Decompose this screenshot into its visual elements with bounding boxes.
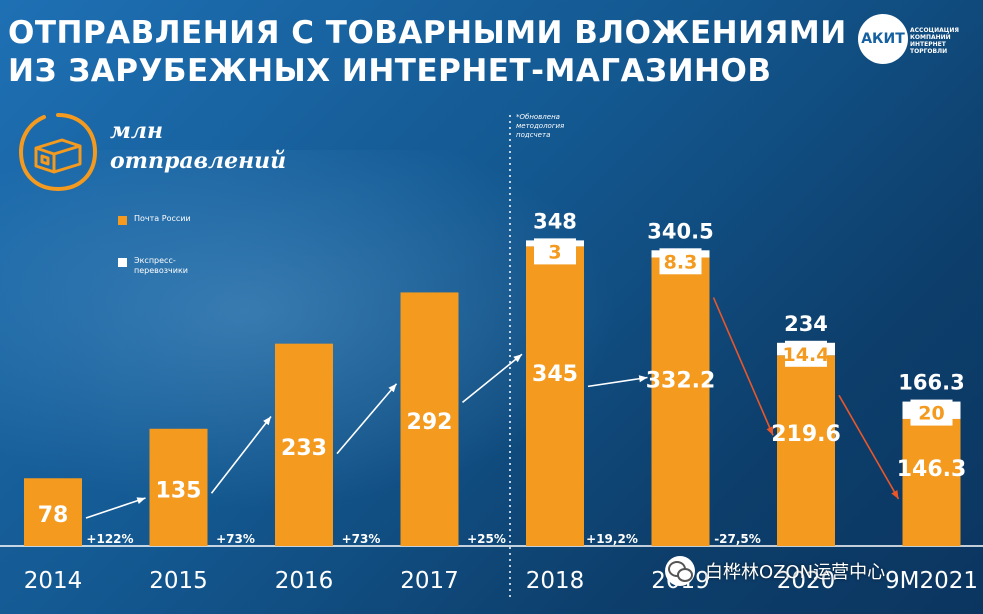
trend-arrow-line xyxy=(587,376,648,388)
unit-label-line-1: млн xyxy=(110,118,164,144)
growth-rate-label: +122% xyxy=(86,532,133,546)
pochta-value-label: 219.6 xyxy=(771,422,841,447)
total-value-label: 340.5 xyxy=(647,219,713,243)
bar-pochta xyxy=(400,292,459,546)
bar-pochta xyxy=(526,246,584,547)
express-label-plate xyxy=(910,399,953,426)
bar-pochta xyxy=(149,428,208,546)
watermark-text: 白桦林OZON运营中心 xyxy=(705,562,886,583)
trend-arrow-line xyxy=(85,497,146,519)
trend-arrow-head xyxy=(513,354,522,363)
growth-rate-label: -27,5% xyxy=(714,532,761,546)
pochta-value-label: 292 xyxy=(407,410,453,435)
growth-rate-label: +25% xyxy=(467,532,506,546)
legend-label-express: Экспресс-перевозчики xyxy=(134,256,188,275)
x-tick-label: 2018 xyxy=(526,568,585,594)
pochta-value-label: 78 xyxy=(38,503,69,528)
trend-arrow-line xyxy=(336,383,398,455)
x-tick-label: 2017 xyxy=(400,568,459,594)
legend-swatch-express xyxy=(118,258,127,267)
trend-arrow-line xyxy=(712,297,774,436)
unit-label-line-2: отправлений xyxy=(110,148,287,174)
x-tick-label: 2015 xyxy=(149,568,208,594)
unit-label: млн отправлений xyxy=(110,116,286,176)
growth-rate-label: +19,2% xyxy=(586,532,638,546)
trend-arrow-head xyxy=(638,375,648,383)
trend-arrow-head xyxy=(388,383,397,393)
total-value-label: 348 xyxy=(533,209,577,233)
total-value-label: 234 xyxy=(784,312,828,336)
pochta-value-label: 332.2 xyxy=(646,368,716,393)
trend-arrow-line xyxy=(838,394,900,500)
bar-pochta xyxy=(777,355,835,546)
logo-text: АССОЦИАЦИЯ КОМПАНИЙ ИНТЕРНЕТ ТОРГОВЛИ xyxy=(910,27,959,55)
title-line-1: ОТПРАВЛЕНИЯ С ТОВАРНЫМИ ВЛОЖЕНИЯМИ xyxy=(8,15,847,51)
x-tick-label: 2016 xyxy=(275,568,334,594)
trend-arrow-line xyxy=(461,353,523,404)
page-title: ОТПРАВЛЕНИЯ С ТОВАРНЫМИ ВЛОЖЕНИЯМИ ИЗ ЗА… xyxy=(8,14,847,90)
title-line-2: ИЗ ЗАРУБЕЖНЫХ ИНТЕРНЕТ-МАГАЗИНОВ xyxy=(8,53,772,89)
express-label-plate xyxy=(534,238,576,265)
express-label-plate xyxy=(659,248,702,275)
pochta-value-label: 135 xyxy=(156,478,202,503)
pochta-value-label: 146.3 xyxy=(897,457,967,482)
bar-pochta xyxy=(275,343,333,546)
trend-arrow-head xyxy=(136,497,146,504)
legend-swatch-pochta xyxy=(118,216,127,225)
express-value-label: 20 xyxy=(918,403,944,425)
bar-pochta xyxy=(902,418,961,546)
total-value-label: 166.3 xyxy=(898,371,964,395)
trend-arrow-line xyxy=(210,416,272,494)
express-value-label: 14.4 xyxy=(783,344,830,366)
bar-pochta xyxy=(651,257,710,546)
akit-logo: АКИТ АССОЦИАЦИЯ КОМПАНИЙ ИНТЕРНЕТ ТОРГОВ… xyxy=(858,14,974,70)
express-value-label: 3 xyxy=(548,241,561,263)
parcel-box-icon xyxy=(18,113,98,192)
pochta-value-label: 233 xyxy=(281,436,327,461)
growth-rate-label: +73% xyxy=(216,532,255,546)
trend-arrow-head xyxy=(891,490,899,499)
trend-arrow-head xyxy=(263,416,271,426)
bar-pochta xyxy=(24,478,82,546)
logo-mark: АКИТ xyxy=(858,14,908,64)
express-value-label: 8.3 xyxy=(664,251,698,273)
trend-arrow-head xyxy=(766,426,773,436)
growth-rate-label: +73% xyxy=(342,532,381,546)
wechat-icon xyxy=(665,556,695,586)
express-label-plate xyxy=(785,340,827,367)
pochta-value-label: 345 xyxy=(532,362,578,387)
x-tick-label: 9М2021 xyxy=(885,568,978,594)
legend-label-pochta: Почта России xyxy=(134,214,191,223)
x-tick-label: 2014 xyxy=(24,568,83,594)
methodology-note: *Обновлена методология подсчета xyxy=(516,113,565,139)
watermark: 白桦林OZON运营中心 xyxy=(665,554,891,588)
x-tick-label: 2020 xyxy=(777,568,836,594)
